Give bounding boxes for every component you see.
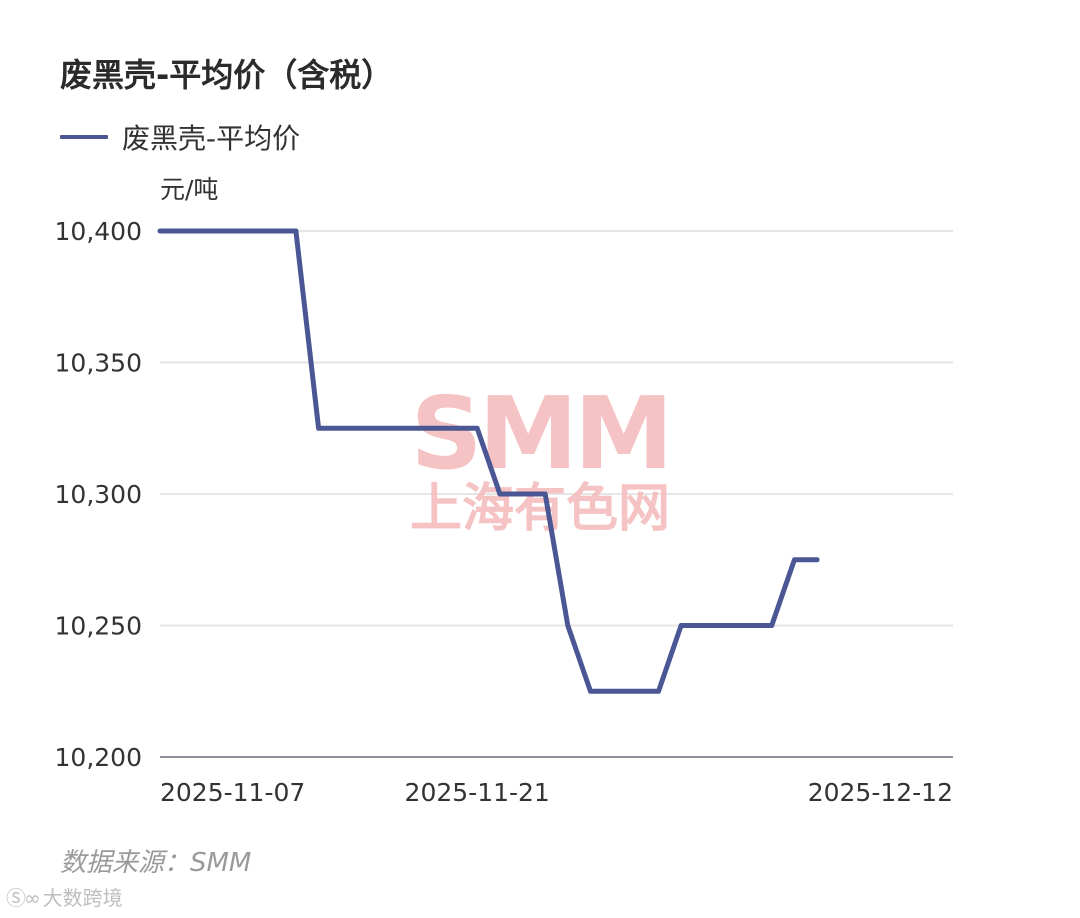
data-point	[520, 492, 525, 497]
data-point	[158, 229, 163, 234]
data-point	[543, 492, 548, 497]
y-tick-label: 10,350	[55, 349, 142, 378]
brand-logo-icon: Ⓢ∞	[6, 886, 41, 910]
data-point	[497, 492, 502, 497]
data-point	[815, 557, 820, 562]
data-point	[679, 623, 684, 628]
data-point	[429, 426, 434, 431]
data-point	[407, 426, 412, 431]
y-axis-ticks: 10,200 10,250 10,300 10,350 10,400	[55, 217, 142, 772]
watermark-top: SMM	[410, 375, 669, 492]
x-tick-label: 2025-12-12	[808, 778, 953, 807]
legend-label: 废黑壳-平均价	[122, 122, 301, 155]
watermark-bottom: 上海有色网	[410, 479, 670, 539]
data-point	[633, 689, 638, 694]
x-axis-ticks: 2025-11-07 2025-11-21 2025-12-12	[160, 778, 953, 807]
x-tick-label: 2025-11-07	[160, 778, 305, 807]
data-point	[724, 623, 729, 628]
y-tick-label: 10,300	[55, 480, 142, 509]
data-point	[316, 426, 321, 431]
data-point	[588, 689, 593, 694]
legend-swatch	[60, 135, 108, 139]
series-line	[157, 228, 820, 694]
brand-label: 大数跨境	[42, 886, 123, 910]
data-point	[656, 689, 661, 694]
y-axis-unit: 元/吨	[160, 175, 219, 204]
data-point	[792, 557, 797, 562]
data-point	[769, 623, 774, 628]
data-point	[452, 426, 457, 431]
data-point	[293, 229, 298, 234]
data-point	[701, 623, 706, 628]
data-source: 数据来源：SMM	[60, 848, 252, 878]
series-group	[157, 228, 820, 694]
brand-mark: Ⓢ∞ 大数跨境	[6, 882, 123, 911]
y-tick-label: 10,200	[55, 743, 142, 772]
x-tick-label: 2025-11-21	[405, 778, 550, 807]
y-tick-label: 10,250	[55, 612, 142, 641]
y-tick-label: 10,400	[55, 217, 142, 246]
data-point	[611, 689, 616, 694]
data-point	[475, 426, 480, 431]
data-point	[565, 623, 570, 628]
data-point	[747, 623, 752, 628]
legend[interactable]: 废黑壳-平均价	[60, 117, 300, 157]
chart-title: 废黑壳-平均价（含税）	[60, 56, 394, 94]
